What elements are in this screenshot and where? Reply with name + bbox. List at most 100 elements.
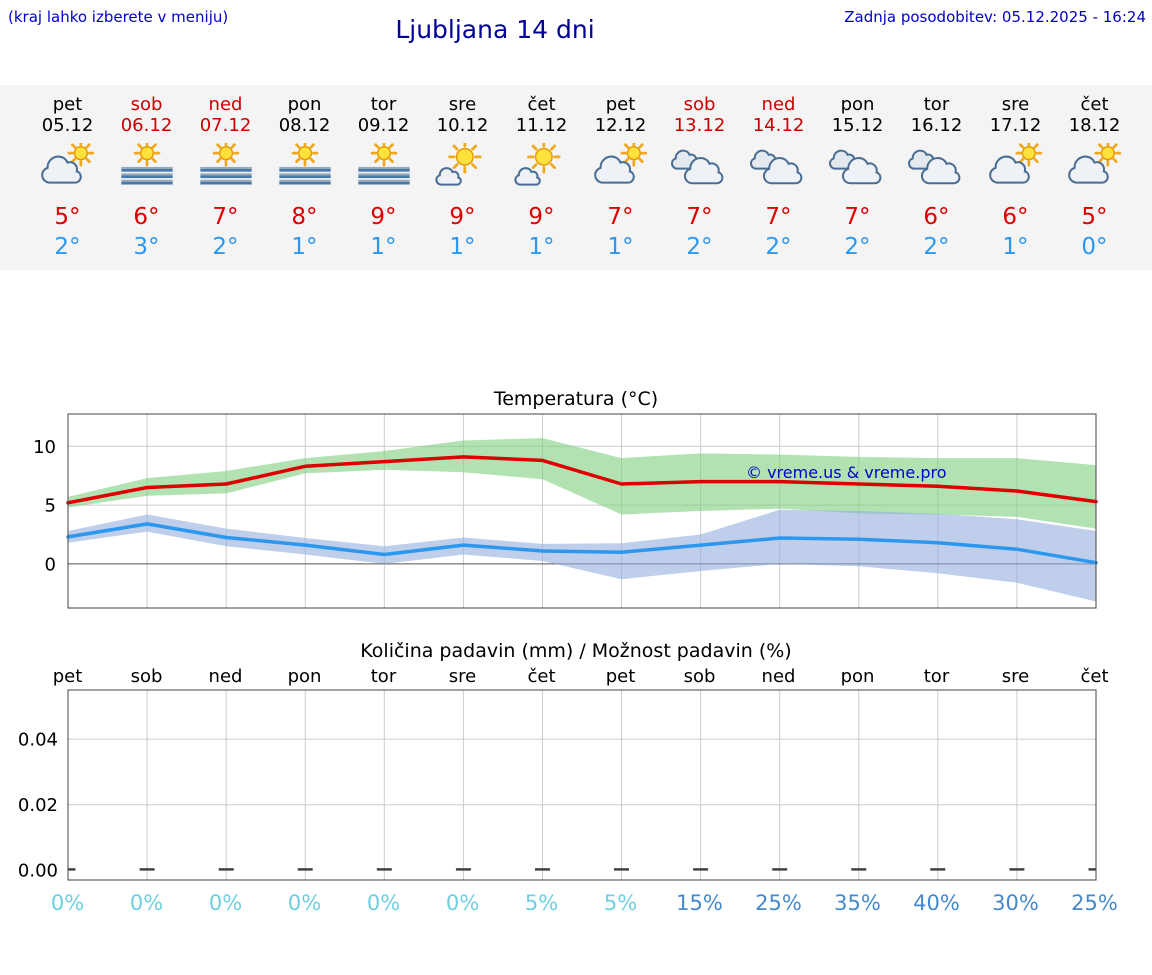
last-update: Zadnja posodobitev: 05.12.2025 - 16:24	[844, 8, 1146, 26]
cloudy-icon	[897, 143, 976, 193]
precip-day-label: pet	[52, 666, 83, 687]
day-name: sob	[683, 94, 716, 115]
high-temp: 6°	[1002, 204, 1029, 230]
svg-text:10: 10	[33, 437, 56, 458]
fog-icon	[186, 139, 265, 193]
day-name: tor	[370, 94, 397, 115]
day-date: 15.12	[831, 115, 884, 136]
day-name: ned	[761, 94, 796, 115]
partly-cloudy-icon	[976, 139, 1055, 193]
precip-probability: 5%	[603, 891, 638, 915]
forecast-day: tor 16.12 6° 2°	[897, 94, 976, 260]
high-temp: 9°	[528, 204, 555, 230]
cloudy-icon	[660, 143, 739, 193]
svg-text:5: 5	[45, 496, 56, 517]
low-temp: 1°	[291, 234, 318, 260]
precip-probability: 35%	[834, 891, 881, 915]
day-name: pet	[605, 94, 636, 115]
precip-probability: 0%	[287, 891, 322, 915]
low-temp: 0°	[1081, 234, 1108, 260]
fog-icon	[344, 139, 423, 193]
day-date: 11.12	[515, 115, 568, 136]
forecast-day: tor 09.12 9° 1°	[344, 94, 423, 260]
day-name: čet	[527, 94, 556, 115]
day-name: čet	[1080, 94, 1109, 115]
low-temp: 1°	[370, 234, 397, 260]
precip-day-label: ned	[761, 666, 796, 687]
low-temp: 1°	[528, 234, 555, 260]
precip-day-label: čet	[1080, 666, 1109, 687]
location-hint: (kraj lahko izberete v meniju)	[8, 8, 229, 26]
precip-probability: 25%	[755, 891, 802, 915]
day-date: 13.12	[673, 115, 726, 136]
day-date: 12.12	[594, 115, 647, 136]
high-temp: 7°	[686, 204, 713, 230]
low-temp: 2°	[212, 234, 239, 260]
day-name: ned	[208, 94, 243, 115]
day-name: sre	[448, 94, 477, 115]
precip-day-label: sre	[1001, 666, 1030, 687]
high-temp: 7°	[212, 204, 239, 230]
day-name: tor	[923, 94, 950, 115]
precip-probability: 30%	[992, 891, 1039, 915]
precip-day-label: ned	[208, 666, 243, 687]
low-temp: 1°	[449, 234, 476, 260]
precip-day-label: pon	[840, 666, 875, 687]
forecast-day: pet 05.12 5° 2°	[28, 94, 107, 260]
low-temp: 2°	[54, 234, 81, 260]
precip-probability-row: 0% 0% 0% 0% 0% 0% 5% 5% 15% 25% 35% 40% 30% 25%	[28, 890, 1134, 916]
precip-probability: 0%	[129, 891, 164, 915]
precip-day-label: tor	[370, 666, 397, 687]
day-name: pon	[840, 94, 875, 115]
low-temp: 2°	[923, 234, 950, 260]
high-temp: 8°	[291, 204, 318, 230]
temperature-chart-title: Temperatura (°C)	[493, 388, 659, 410]
precip-day-label: tor	[923, 666, 950, 687]
day-date: 16.12	[910, 115, 963, 136]
precip-probability: 0%	[208, 891, 243, 915]
precip-probability: 40%	[913, 891, 960, 915]
temperature-chart: 0 5 10 © vreme.us & vreme.pro	[0, 410, 1152, 614]
forecast-day: pet 12.12 7° 1°	[581, 94, 660, 260]
svg-text:0: 0	[45, 554, 56, 575]
high-temp: 7°	[844, 204, 871, 230]
high-temp: 7°	[607, 204, 634, 230]
precip-probability: 15%	[676, 891, 723, 915]
precip-day-label: sob	[683, 666, 716, 687]
precip-day-label: pon	[287, 666, 322, 687]
watermark: © vreme.us & vreme.pro	[746, 463, 947, 482]
high-temp: 6°	[133, 204, 160, 230]
day-date: 10.12	[436, 115, 489, 136]
fog-icon	[265, 139, 344, 193]
high-temp: 9°	[449, 204, 476, 230]
precip-chart-title: Količina padavin (mm) / Možnost padavin …	[360, 640, 792, 662]
svg-text:0.00: 0.00	[18, 861, 58, 882]
cloudy-icon	[739, 143, 818, 193]
day-date: 08.12	[278, 115, 331, 136]
low-temp: 2°	[686, 234, 713, 260]
precip-day-label: sob	[130, 666, 163, 687]
forecast-day: ned 14.12 7° 2°	[739, 94, 818, 260]
page-title: Ljubljana 14 dni	[395, 15, 595, 44]
day-date: 09.12	[357, 115, 410, 136]
forecast-day: pon 08.12 8° 1°	[265, 94, 344, 260]
forecast-day: čet 11.12 9° 1°	[502, 94, 581, 260]
fog-icon	[107, 139, 186, 193]
header: (kraj lahko izberete v meniju) Ljubljana…	[0, 0, 1152, 85]
precip-day-label: sre	[448, 666, 477, 687]
high-temp: 5°	[54, 204, 81, 230]
forecast-day: sre 17.12 6° 1°	[976, 94, 1055, 260]
forecast-day: pon 15.12 7° 2°	[818, 94, 897, 260]
day-date: 17.12	[989, 115, 1042, 136]
precip-probability: 5%	[524, 891, 559, 915]
svg-text:0.04: 0.04	[18, 730, 58, 751]
day-date: 07.12	[199, 115, 252, 136]
mostly-sunny-icon	[423, 140, 502, 193]
forecast-strip: pet 05.12 5° 2° sob 06.12 6° 3° ned 07.1…	[0, 85, 1152, 270]
high-temp: 5°	[1081, 204, 1108, 230]
forecast-day: sre 10.12 9° 1°	[423, 94, 502, 260]
day-date: 05.12	[41, 115, 94, 136]
title-wrap: Ljubljana 14 dni	[0, 0, 990, 44]
day-name: pet	[52, 94, 83, 115]
low-temp: 1°	[607, 234, 634, 260]
